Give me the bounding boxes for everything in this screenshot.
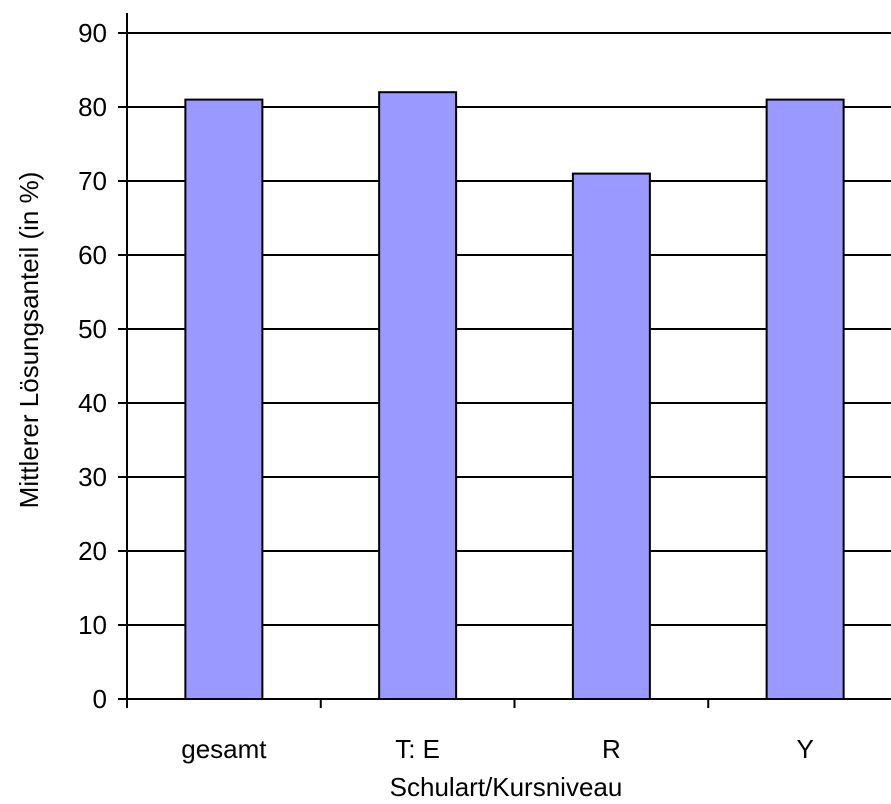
y-ticks: 0 10 20 30 40 50 60 70 80 90	[78, 18, 127, 714]
x-axis-title: Schulart/Kursniveau	[390, 772, 623, 802]
y-tick-label: 40	[78, 388, 107, 418]
y-tick-label: 0	[93, 684, 107, 714]
y-tick-label: 20	[78, 536, 107, 566]
x-tick-label: R	[602, 734, 621, 764]
bar-y	[765, 98, 845, 701]
x-ticks: gesamt T: E R Y	[126, 699, 814, 764]
bar-t-e	[378, 91, 458, 700]
x-tick-label: gesamt	[181, 734, 267, 764]
y-tick-label: 10	[78, 610, 107, 640]
y-tick-label: 50	[78, 314, 107, 344]
bars	[184, 91, 845, 701]
bar-r	[571, 172, 651, 701]
y-tick-label: 90	[78, 18, 107, 48]
y-axis-title: Mittlerer Lösungsanteil (in %)	[14, 172, 44, 509]
y-tick-label: 60	[78, 240, 107, 270]
x-tick-label: Y	[796, 734, 813, 764]
y-tick-label: 30	[78, 462, 107, 492]
y-tick-label: 80	[78, 92, 107, 122]
bar-gesamt	[184, 98, 264, 701]
y-tick-label: 70	[78, 166, 107, 196]
axes	[126, 13, 891, 700]
x-tick-label: T: E	[395, 734, 440, 764]
